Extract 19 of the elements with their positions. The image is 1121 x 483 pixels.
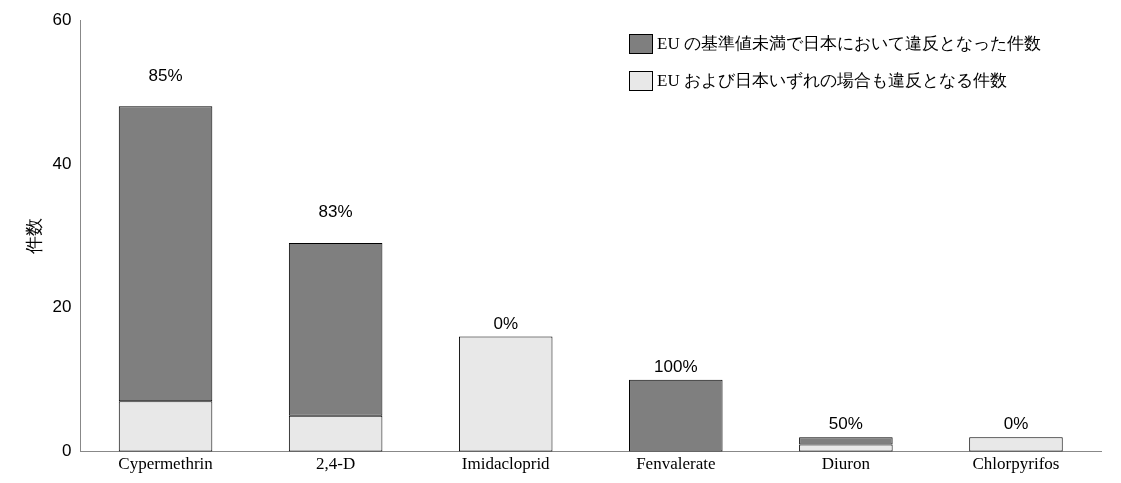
- legend-label: EU の基準値未満で日本において違反となった件数: [657, 33, 1041, 55]
- x-tick-label: Fenvalerate: [636, 454, 716, 474]
- x-tick-label: Cypermethrin: [118, 454, 214, 474]
- y-tick-label: 0: [62, 441, 72, 461]
- y-tick-label: 20: [52, 297, 72, 317]
- y-tick-label: 60: [52, 9, 72, 29]
- legend-label: EU および日本いずれの場合も違反となる件数: [657, 70, 1007, 92]
- annotation: 85%: [148, 65, 183, 85]
- annotation: 50%: [828, 414, 863, 434]
- annotation: 83%: [318, 202, 353, 222]
- x-tick-label: Chlorpyrifos: [972, 454, 1060, 474]
- annotation: 0%: [1003, 414, 1029, 434]
- y-axis-title: 件数: [23, 217, 44, 254]
- x-tick-label: 2,4-D: [316, 454, 356, 474]
- x-tick-label: Diuron: [821, 454, 871, 474]
- annotation: 0%: [493, 313, 518, 333]
- annotation: 100%: [654, 356, 698, 376]
- x-tick-label: Imidacloprid: [461, 454, 551, 474]
- y-tick-label: 40: [52, 153, 72, 173]
